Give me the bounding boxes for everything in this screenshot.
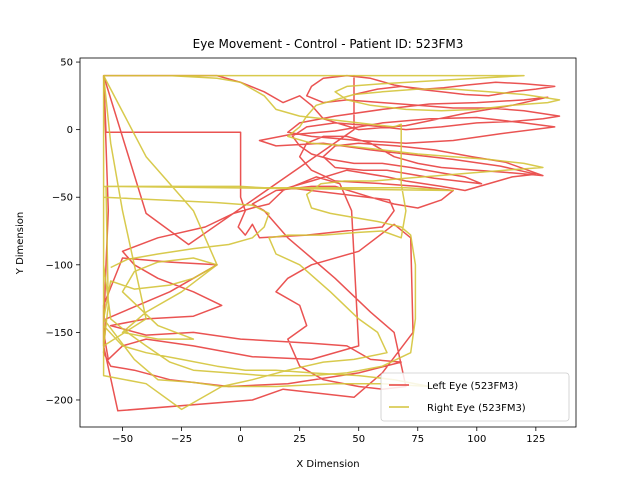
- x-tick-label: 25: [293, 434, 306, 445]
- x-axis-title: X Dimension: [296, 459, 359, 470]
- x-tick-label: 50: [352, 434, 365, 445]
- y-tick-label: 50: [60, 58, 73, 69]
- series-layer: [102, 74, 561, 412]
- y-tick-label: −100: [46, 260, 73, 271]
- x-axis-ticks: −50 −25 0 25 50 75 100 125: [112, 427, 545, 445]
- x-tick-label: 0: [237, 434, 243, 445]
- series-line-right-eye: [102, 74, 561, 411]
- legend: Left Eye (523FM3) Right Eye (523FM3): [380, 372, 570, 422]
- x-tick-label: 125: [526, 434, 545, 445]
- x-tick-label: 75: [411, 434, 424, 445]
- legend-frame: [380, 372, 570, 422]
- x-tick-label: 100: [467, 434, 486, 445]
- x-tick-label: −50: [112, 434, 133, 445]
- legend-label-right-eye: Right Eye (523FM3): [427, 403, 526, 414]
- plot-frame: [79, 57, 577, 428]
- y-tick-label: −200: [46, 395, 73, 406]
- series-line-left-eye: [102, 74, 561, 412]
- y-axis-ticks: 50 0 −50 −100 −150 −200: [46, 58, 80, 406]
- y-tick-label: −50: [52, 193, 73, 204]
- y-tick-label: −150: [46, 328, 73, 339]
- chart-title: Eye Movement - Control - Patient ID: 523…: [193, 37, 464, 51]
- y-tick-label: 0: [67, 125, 73, 136]
- legend-label-left-eye: Left Eye (523FM3): [427, 381, 518, 392]
- x-tick-label: −25: [171, 434, 192, 445]
- y-axis-title: Y Dimension: [15, 212, 26, 275]
